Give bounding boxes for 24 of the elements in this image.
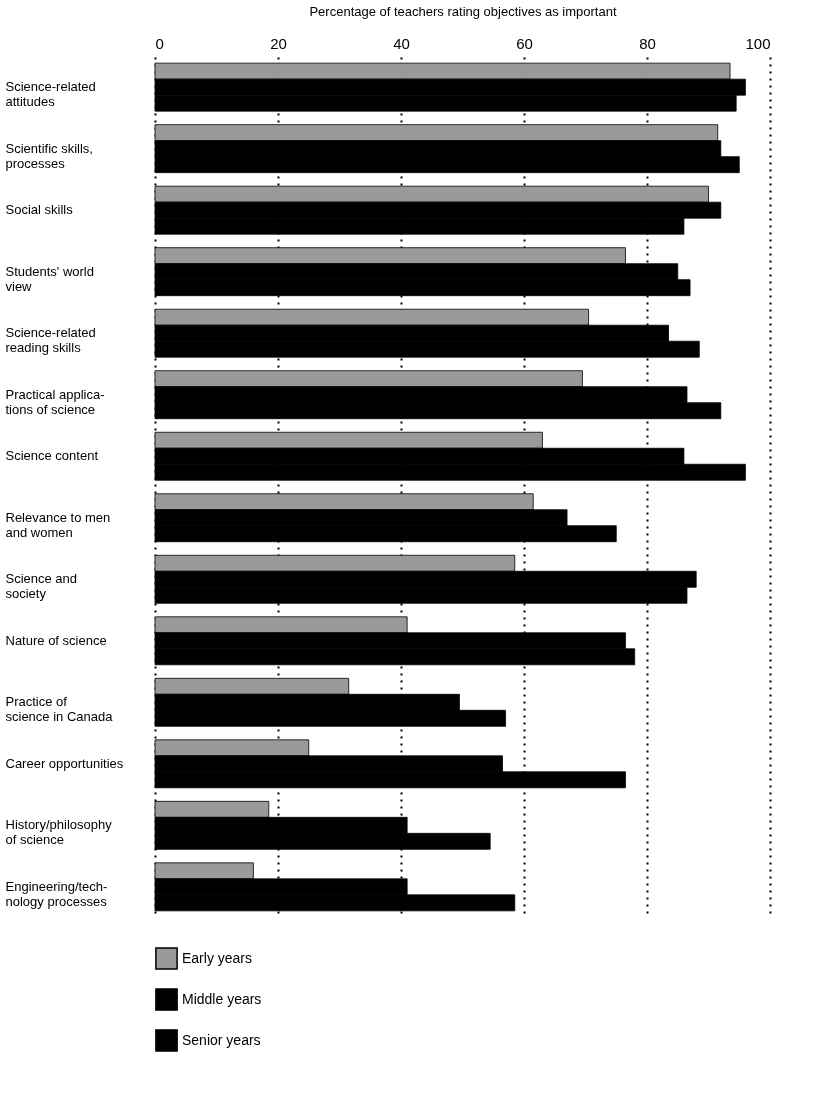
legend-label: Middle years [182, 990, 262, 1007]
y-tick-label: Science-related attitudes [5, 79, 96, 110]
y-tick-label: Practice of science in Canada [5, 694, 114, 725]
x-tick-label: 0 [155, 34, 164, 52]
x-tick-label: 20 [270, 34, 287, 52]
x-tick-label: 40 [393, 34, 410, 52]
y-tick-label: Practical applica- tions of science [5, 386, 105, 417]
x-tick-label: 100 [745, 34, 771, 52]
y-tick-label: Career opportunities [5, 755, 124, 771]
y-tick-label: Nature of science [5, 632, 107, 648]
y-tick-label: Relevance to men and women [5, 509, 111, 540]
x-tick-label: 80 [639, 34, 656, 52]
y-tick-label: Social skills [5, 202, 74, 218]
legend-label: Early years [182, 949, 253, 966]
y-tick-label: Scientific skills, processes [5, 140, 93, 171]
y-tick-label: Science content [5, 448, 99, 464]
y-tick-label: History/philosophy of science [5, 817, 113, 848]
y-tick-label: Students' world view [5, 263, 94, 294]
y-tick-label: Science and society [5, 571, 78, 602]
x-tick-label: 60 [516, 34, 533, 52]
y-tick-label: Science-related reading skills [5, 325, 96, 356]
legend-label: Senior years [182, 1031, 261, 1048]
y-tick-label: Engineering/tech- nology processes [5, 878, 108, 909]
x-axis-title: Percentage of teachers rating objectives as important [309, 3, 617, 19]
